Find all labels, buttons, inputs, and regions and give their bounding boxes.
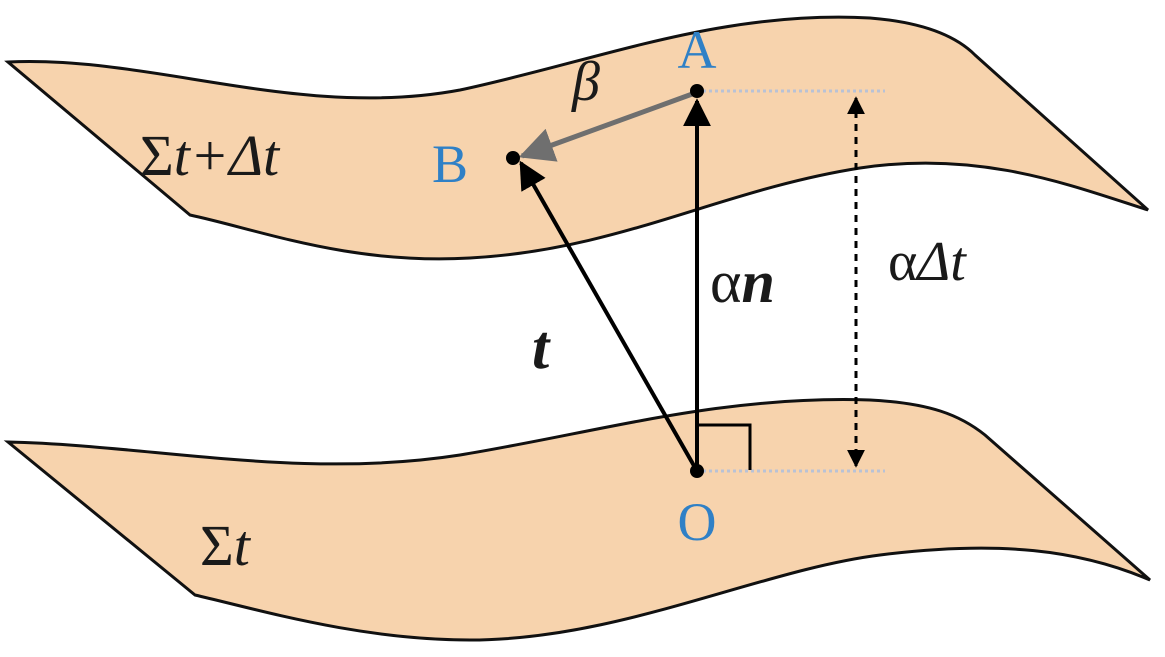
- lower-surface-subscript: t: [234, 513, 252, 578]
- lower-surface-label: Σt: [200, 513, 252, 578]
- upper-surface-label: Σt+Δt: [140, 123, 281, 188]
- separation-alpha: α: [888, 231, 917, 293]
- point-o-dot: [690, 464, 704, 478]
- normal-vector-label: αn: [710, 249, 775, 315]
- time-vector-label: t: [532, 314, 551, 382]
- point-o-label: O: [678, 492, 717, 552]
- upper-surface-sigma: Σ: [140, 123, 174, 188]
- shift-vector: [518, 90, 696, 162]
- point-a-dot: [690, 84, 704, 98]
- shift-vector-label: β: [571, 51, 600, 113]
- separation-delta-t: Δt: [915, 231, 967, 293]
- point-a-label: A: [678, 20, 717, 80]
- time-vector: [519, 160, 699, 472]
- separation-label: αΔt: [888, 231, 967, 293]
- point-b-label: B: [432, 134, 468, 194]
- normal-vec: n: [741, 249, 774, 315]
- lower-surface-sigma: Σ: [200, 513, 234, 578]
- upper-surface-subscript: t+Δt: [174, 123, 281, 188]
- point-b-dot: [506, 151, 520, 165]
- normal-coef: α: [710, 249, 741, 315]
- lower-hypersurface: [3, 398, 1151, 642]
- right-angle-marker: [697, 423, 752, 470]
